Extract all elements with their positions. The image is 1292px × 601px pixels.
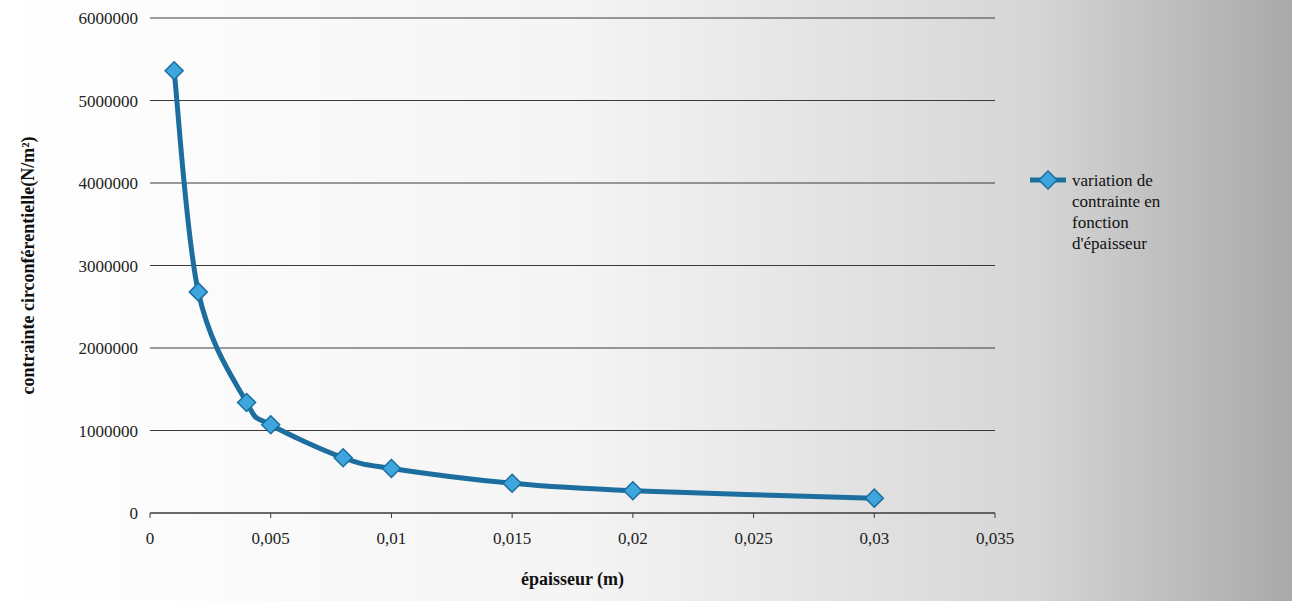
- grid-line: [150, 513, 995, 514]
- legend-line-text: variation de: [1072, 171, 1153, 190]
- x-tick: [150, 513, 151, 518]
- x-tick-label: 0,01: [377, 529, 407, 548]
- point: [382, 459, 400, 477]
- x-tick-label: 0,035: [976, 529, 1014, 548]
- point: [165, 62, 183, 80]
- plot-area: [165, 62, 883, 507]
- point: [503, 474, 521, 492]
- x-tick: [874, 513, 875, 518]
- legend-line-text: contrainte en: [1072, 192, 1161, 211]
- y-tick-label: 0: [130, 504, 139, 523]
- x-tick: [995, 513, 996, 518]
- point: [189, 283, 207, 301]
- y-tick-label: 2000000: [79, 339, 139, 358]
- legend-label: variation de contrainte en fonction d'épais…: [1072, 171, 1161, 253]
- point: [865, 489, 883, 507]
- x-tick-label: 0,02: [618, 529, 648, 548]
- x-tick: [270, 513, 271, 518]
- point: [262, 416, 280, 434]
- y-tick-label: 1000000: [79, 422, 139, 441]
- x-tick-label: 0: [146, 529, 155, 548]
- x-tick: [753, 513, 754, 518]
- y-tick-label: 5000000: [79, 92, 139, 111]
- grid-line: [150, 100, 995, 101]
- y-axis-title: contrainte circonférentielle(N/m²): [18, 136, 39, 394]
- grid-line: [150, 348, 995, 349]
- chart: 0 1000000 2000000 3000000 4000000 5000000 6000…: [0, 0, 1292, 601]
- grid-line: [150, 265, 995, 266]
- x-tick-label: 0,03: [859, 529, 889, 548]
- y-tick-label: 6000000: [79, 9, 139, 28]
- y-tick-label: 3000000: [79, 257, 139, 276]
- x-tick-label: 0,025: [734, 529, 772, 548]
- x-tick: [512, 513, 513, 518]
- x-tick: [391, 513, 392, 518]
- point: [624, 482, 642, 500]
- point: [334, 449, 352, 467]
- grid-line: [150, 183, 995, 184]
- x-axis: [150, 513, 995, 514]
- y-tick-label: 4000000: [79, 174, 139, 193]
- point: [238, 393, 256, 411]
- series-line: [174, 71, 874, 498]
- legend-line-text: fonction: [1072, 213, 1129, 232]
- x-tick-label: 0,005: [252, 529, 290, 548]
- x-tick-label: 0,015: [493, 529, 531, 548]
- legend-marker: [1039, 171, 1057, 189]
- grid-line: [150, 18, 995, 19]
- legend-line-text: d'épaisseur: [1072, 234, 1147, 253]
- x-tick: [632, 513, 633, 518]
- x-axis-title: épaisseur (m): [521, 569, 624, 590]
